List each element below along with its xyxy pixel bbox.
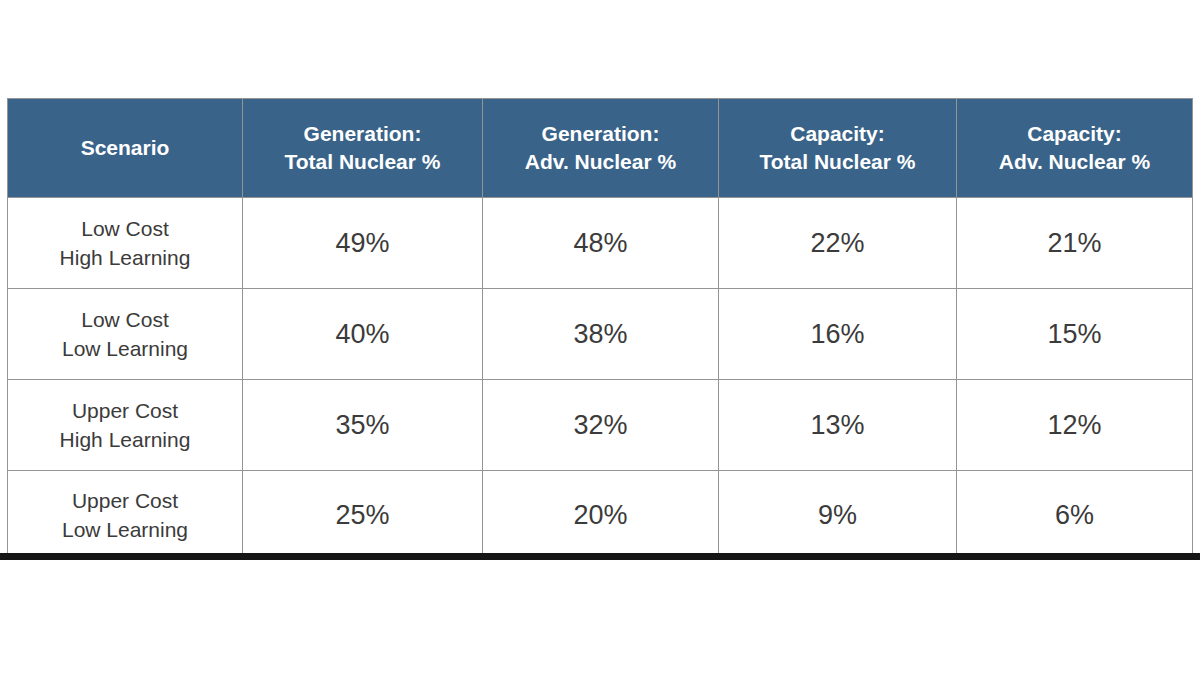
header-line: Adv. Nuclear % xyxy=(483,148,718,176)
header-line: Capacity: xyxy=(957,120,1192,148)
value-cell: 9% xyxy=(719,471,957,560)
header-line: Capacity: xyxy=(719,120,956,148)
value-cell: 12% xyxy=(957,380,1193,471)
header-line: Generation: xyxy=(243,120,482,148)
scenario-line: Upper Cost xyxy=(8,396,242,425)
scenario-line: Low Learning xyxy=(8,334,242,363)
header-line: Generation: xyxy=(483,120,718,148)
table-row: Upper Cost Low Learning 25% 20% 9% 6% xyxy=(8,471,1193,560)
header-line: Scenario xyxy=(8,134,242,162)
value-cell: 16% xyxy=(719,289,957,380)
table-row: Upper Cost High Learning 35% 32% 13% 12% xyxy=(8,380,1193,471)
value-cell: 15% xyxy=(957,289,1193,380)
column-header-capacity-adv: Capacity: Adv. Nuclear % xyxy=(957,99,1193,198)
scenario-cell: Low Cost High Learning xyxy=(8,198,243,289)
value-cell: 22% xyxy=(719,198,957,289)
value-cell: 6% xyxy=(957,471,1193,560)
value-cell: 40% xyxy=(243,289,483,380)
header-line: Adv. Nuclear % xyxy=(957,148,1192,176)
scenario-cell: Upper Cost Low Learning xyxy=(8,471,243,560)
value-cell: 48% xyxy=(483,198,719,289)
column-header-generation-total: Generation: Total Nuclear % xyxy=(243,99,483,198)
table-row: Low Cost High Learning 49% 48% 22% 21% xyxy=(8,198,1193,289)
scenario-results-table: Scenario Generation: Total Nuclear % Gen… xyxy=(7,98,1193,560)
value-cell: 21% xyxy=(957,198,1193,289)
value-cell: 38% xyxy=(483,289,719,380)
scenario-line: High Learning xyxy=(8,425,242,454)
column-header-generation-adv: Generation: Adv. Nuclear % xyxy=(483,99,719,198)
column-header-scenario: Scenario xyxy=(8,99,243,198)
value-cell: 25% xyxy=(243,471,483,560)
value-cell: 13% xyxy=(719,380,957,471)
column-header-capacity-total: Capacity: Total Nuclear % xyxy=(719,99,957,198)
value-cell: 32% xyxy=(483,380,719,471)
scenario-line: Upper Cost xyxy=(8,486,242,515)
value-cell: 49% xyxy=(243,198,483,289)
table-row: Low Cost Low Learning 40% 38% 16% 15% xyxy=(8,289,1193,380)
value-cell: 35% xyxy=(243,380,483,471)
scenario-line: Low Cost xyxy=(8,214,242,243)
scenario-cell: Upper Cost High Learning xyxy=(8,380,243,471)
header-line: Total Nuclear % xyxy=(243,148,482,176)
scenario-line: Low Learning xyxy=(8,515,242,544)
value-cell: 20% xyxy=(483,471,719,560)
header-line: Total Nuclear % xyxy=(719,148,956,176)
bottom-rule xyxy=(0,553,1200,560)
scenario-line: High Learning xyxy=(8,243,242,272)
scenario-line: Low Cost xyxy=(8,305,242,334)
table-header-row: Scenario Generation: Total Nuclear % Gen… xyxy=(8,99,1193,198)
scenario-cell: Low Cost Low Learning xyxy=(8,289,243,380)
